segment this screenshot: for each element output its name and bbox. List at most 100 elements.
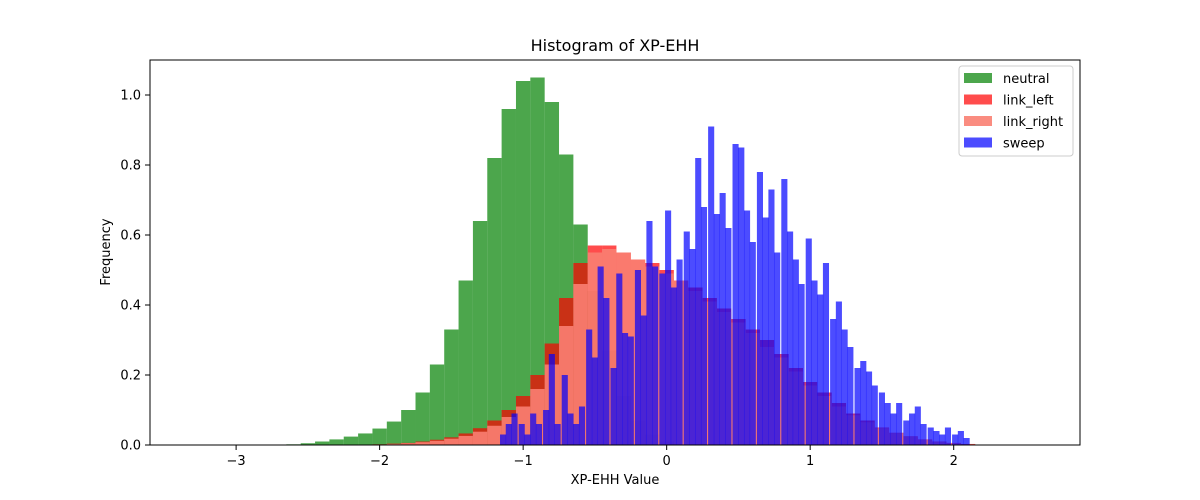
bar-sweep [627,336,634,445]
bar-neutral [444,329,459,445]
legend-swatch-neutral [964,73,992,83]
bar-sweep [683,231,690,445]
bar-link_right [444,438,459,445]
bar-sweep [914,406,921,445]
bar-sweep [903,420,910,445]
legend-swatch-link_right [964,116,992,126]
bar-sweep [670,287,677,445]
bar-sweep [792,259,799,445]
bar-sweep [781,179,788,445]
y-tick-label: 1.0 [120,89,141,104]
bar-sweep [896,403,903,445]
bar-neutral [501,109,516,445]
y-tick-label: 0.2 [120,369,141,384]
plot-frame [149,59,1081,446]
bar-sweep [854,368,861,445]
bar-sweep [933,431,940,445]
bar-sweep [511,413,518,445]
bar-sweep [805,238,812,445]
bar-sweep [578,406,586,445]
bar-sweep [603,298,610,445]
bar-sweep [676,259,683,445]
bar-neutral [329,439,344,445]
bar-sweep [622,333,629,445]
legend-swatch-sweep [964,137,992,148]
bar-sweep [762,217,769,445]
y-tick-label: 0.8 [120,159,141,174]
bar-sweep [719,193,726,445]
bar-neutral [530,77,545,445]
bar-sweep [554,424,561,445]
bar-sweep [927,427,934,445]
bar-sweep [878,392,885,445]
bar-sweep [830,319,837,445]
x-tick-label: −2 [370,454,389,469]
x-tick-label: −1 [514,454,533,469]
bar-sweep [860,361,867,445]
bar-sweep [634,270,642,445]
bar-sweep [811,280,818,445]
bar-sweep [952,434,959,445]
bar-link_right [573,284,588,445]
bar-sweep [659,273,666,445]
bar-neutral [358,433,373,445]
bar-sweep [567,413,574,445]
bar-sweep [798,284,805,445]
histogram-bars [286,77,990,445]
legend-swatch-link_left [964,94,992,105]
bar-sweep [743,210,751,445]
bar-sweep [530,413,537,445]
y-axis: 0.0 0.2 0.4 0.6 0.8 1.0 [120,89,150,454]
y-axis-label: Frequency [99,218,114,285]
bar-sweep [944,427,952,445]
bar-sweep [756,172,763,445]
bar-sweep [890,413,897,445]
bar-link_right [472,431,488,445]
bar-sweep [695,158,702,445]
bar-sweep [665,210,672,445]
y-tick-label: 0.6 [120,229,141,244]
plot-area [149,59,1081,446]
bar-sweep [725,228,732,445]
x-tick-label: −3 [227,454,246,469]
bar-sweep [749,242,756,445]
bar-sweep [500,434,507,445]
bar-sweep [957,431,964,445]
bar-sweep [835,301,842,445]
x-tick-label: 1 [806,454,814,469]
chart-title: Histogram of XP-EHH [531,36,700,55]
series-sweep [500,126,970,445]
x-tick-label: 2 [950,454,958,469]
bar-link_right [429,440,445,445]
bar-sweep [561,375,568,445]
bar-sweep [573,424,580,445]
bar-neutral [458,280,473,445]
bar-neutral [415,392,430,445]
bar-sweep [909,413,916,445]
bar-link_right [401,443,416,445]
bar-sweep [738,147,745,445]
bar-sweep [884,403,891,445]
bar-neutral [429,364,445,445]
bar-sweep [847,347,854,445]
legend-label-link_left: link_left [1003,94,1054,109]
bar-link_right [386,443,402,445]
bar-sweep [787,231,794,445]
bar-sweep [652,266,659,445]
bar-sweep [524,434,531,445]
bar-sweep [732,144,739,445]
bar-neutral [487,158,502,445]
bar-link_right [415,442,430,445]
bar-sweep [963,438,970,445]
legend-box [958,65,1074,157]
bar-sweep [774,252,781,445]
legend-label-link_right: link_right [1003,115,1063,130]
bar-neutral [343,436,359,445]
bar-neutral [300,443,316,445]
x-axis-label: XP-EHH Value [571,473,660,488]
legend-label-neutral: neutral [1003,72,1050,87]
bar-sweep [689,249,696,445]
bar-sweep [646,221,653,445]
bar-neutral [315,441,330,445]
